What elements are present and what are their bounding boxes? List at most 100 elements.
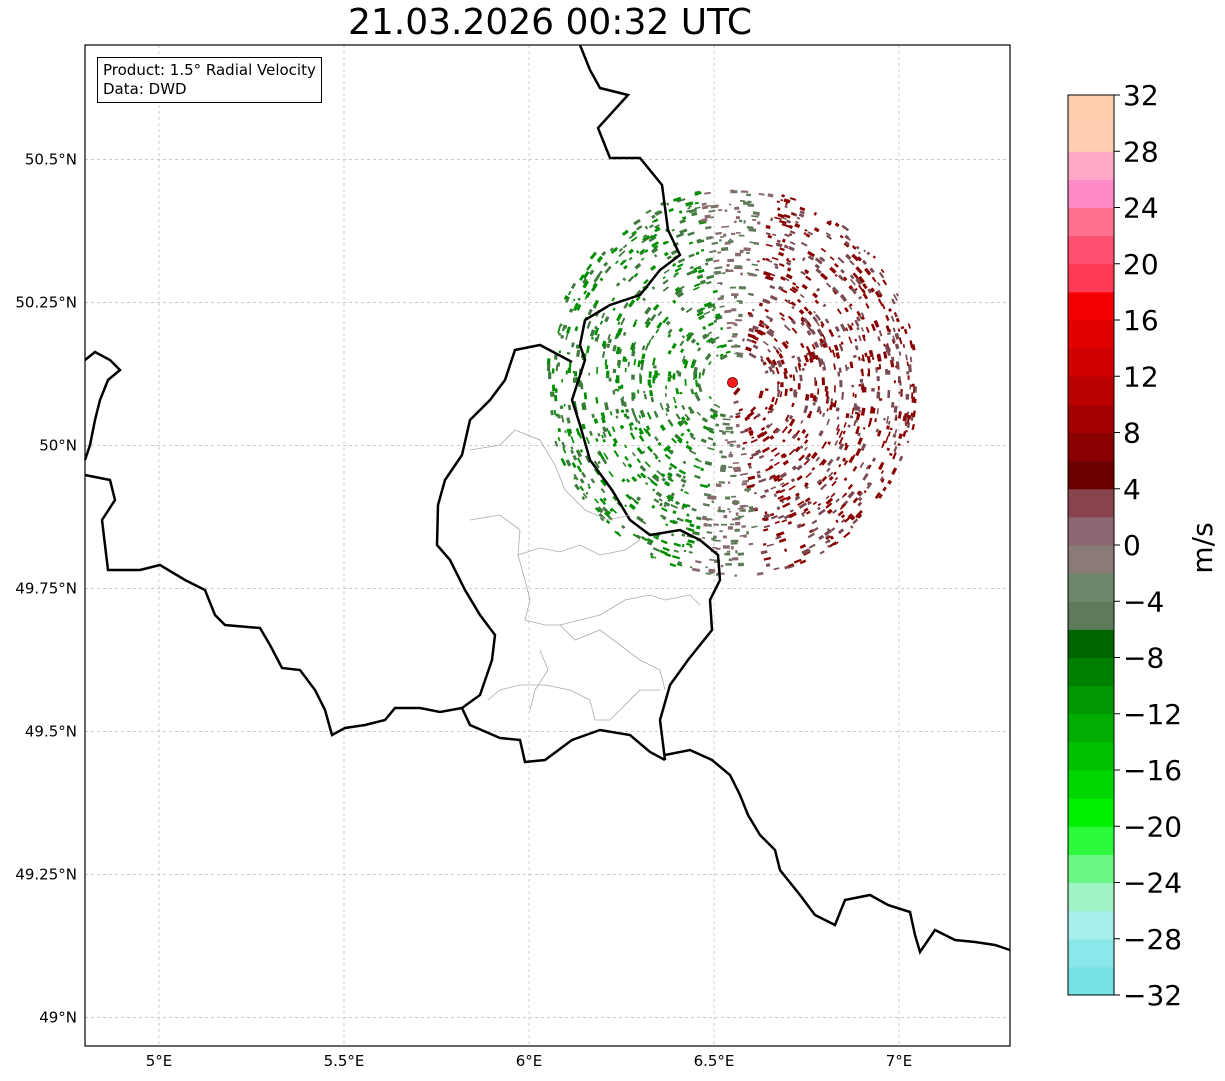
velocity-gate	[712, 306, 716, 310]
velocity-gate	[887, 390, 891, 399]
velocity-gate	[715, 483, 722, 488]
velocity-gate	[756, 413, 761, 418]
velocity-gate	[661, 507, 668, 513]
velocity-gate	[774, 216, 782, 221]
velocity-gate	[713, 319, 718, 324]
velocity-gate	[599, 277, 604, 282]
velocity-gate	[759, 355, 764, 360]
velocity-gate	[691, 433, 695, 437]
velocity-gate	[866, 251, 871, 256]
map-frame	[84, 44, 1011, 1047]
velocity-gate	[898, 391, 902, 395]
velocity-gate	[701, 536, 706, 540]
velocity-gate	[805, 323, 813, 332]
velocity-gate	[857, 496, 863, 502]
velocity-gate	[636, 225, 643, 231]
velocity-gate	[614, 260, 619, 265]
velocity-gate	[721, 225, 730, 228]
lon-tick-label: 6°E	[516, 1052, 543, 1070]
colorbar-segment	[1068, 629, 1114, 658]
velocity-gate	[685, 307, 693, 314]
velocity-gate	[696, 411, 702, 416]
velocity-gate	[909, 340, 914, 349]
velocity-gate	[651, 286, 656, 290]
velocity-gate	[613, 450, 620, 458]
velocity-gate	[849, 415, 854, 419]
velocity-gate	[812, 402, 816, 406]
velocity-gate	[876, 391, 881, 399]
velocity-gate	[893, 405, 898, 413]
velocity-gate	[864, 267, 872, 276]
velocity-gate	[898, 351, 902, 356]
velocity-gate	[785, 273, 793, 280]
velocity-gate	[695, 516, 702, 521]
velocity-gate	[871, 387, 875, 392]
velocity-gate	[651, 241, 660, 248]
velocity-gate	[653, 556, 657, 559]
velocity-gate	[615, 375, 620, 384]
velocity-gate	[720, 564, 724, 568]
velocity-gate	[570, 449, 575, 455]
velocity-gate	[757, 474, 761, 478]
velocity-gate	[861, 334, 866, 338]
velocity-gate	[791, 402, 795, 408]
velocity-gate	[806, 330, 812, 336]
velocity-gate	[746, 411, 755, 418]
velocity-gate	[685, 201, 694, 207]
velocity-gate	[817, 508, 826, 516]
velocity-gate	[779, 472, 788, 479]
velocity-gate	[707, 353, 711, 356]
velocity-gate	[688, 449, 697, 455]
product-info-box: Product: 1.5° Radial Velocity Data: DWD	[97, 57, 322, 103]
velocity-gate	[911, 424, 915, 431]
velocity-gate	[800, 318, 805, 323]
velocity-gate	[623, 401, 627, 408]
velocity-gate	[855, 447, 862, 457]
velocity-gate	[777, 213, 785, 218]
velocity-gate	[660, 539, 668, 545]
velocity-gate	[662, 279, 669, 285]
velocity-gate	[726, 326, 732, 330]
velocity-gate	[765, 324, 770, 330]
velocity-gate	[778, 263, 785, 267]
velocity-gate	[827, 458, 834, 467]
velocity-gate	[772, 427, 779, 434]
velocity-gate	[673, 196, 682, 202]
velocity-gate	[715, 354, 719, 357]
velocity-gate	[564, 430, 567, 434]
velocity-gate	[790, 301, 797, 307]
velocity-gate	[815, 320, 821, 327]
velocity-gate	[756, 470, 761, 474]
velocity-gate	[907, 375, 910, 380]
velocity-gate	[667, 376, 671, 382]
velocity-gate	[890, 401, 895, 408]
velocity-gate	[811, 344, 816, 350]
velocity-gate	[820, 321, 825, 327]
velocity-gate	[870, 323, 876, 332]
velocity-gate	[687, 539, 695, 544]
velocity-gate	[793, 391, 798, 398]
velocity-gate	[704, 262, 709, 266]
velocity-gate	[795, 285, 800, 289]
velocity-gate	[758, 478, 767, 484]
velocity-gate	[758, 390, 763, 399]
velocity-gate	[762, 435, 771, 443]
velocity-gate	[764, 511, 768, 515]
velocity-gate	[768, 403, 774, 411]
velocity-gate	[737, 507, 742, 510]
velocity-gate	[616, 313, 623, 322]
velocity-gate	[633, 359, 637, 366]
velocity-gate	[559, 323, 563, 327]
velocity-gate	[798, 213, 805, 218]
velocity-gate	[572, 298, 576, 302]
velocity-gate	[689, 545, 693, 549]
velocity-gate	[897, 443, 901, 447]
velocity-gate	[682, 475, 687, 479]
velocity-gate	[834, 477, 839, 481]
velocity-gate	[888, 308, 893, 313]
velocity-gate	[728, 481, 731, 484]
velocity-gate	[854, 345, 859, 351]
velocity-gate	[735, 412, 741, 416]
velocity-gate	[729, 415, 734, 418]
velocity-gate	[819, 410, 822, 415]
